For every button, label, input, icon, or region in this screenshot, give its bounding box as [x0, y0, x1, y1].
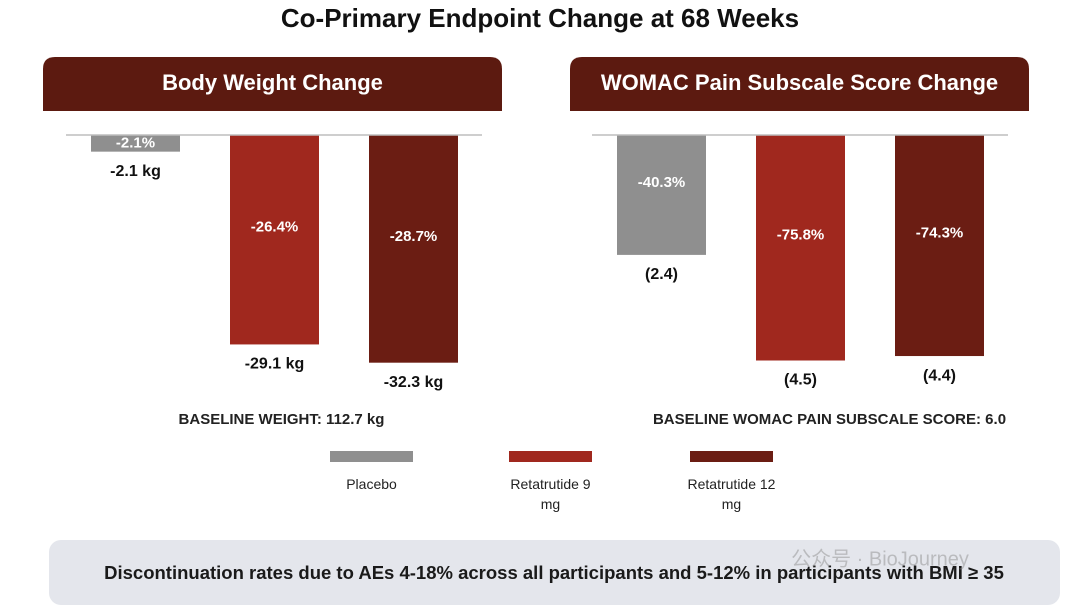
baseline-note: BASELINE WOMAC PAIN SUBSCALE SCORE: 6.0	[653, 411, 1006, 428]
value-label: -26.4%	[251, 219, 299, 236]
panel-header	[43, 57, 502, 111]
baseline-note: BASELINE WEIGHT: 112.7 kg	[179, 411, 385, 428]
panel-header	[570, 57, 1029, 111]
value-label: -74.3%	[916, 224, 964, 241]
secondary-label: -32.3 kg	[384, 374, 444, 391]
secondary-label: (4.5)	[784, 372, 817, 389]
value-label: -40.3%	[638, 174, 686, 191]
footer-box	[49, 540, 1060, 605]
bar	[617, 135, 706, 255]
legend-swatch	[509, 451, 592, 462]
value-label: -75.8%	[777, 227, 825, 244]
legend-label: Retatrutide 12 mg	[687, 476, 776, 512]
footer-text: Discontinuation rates due to AEs 4-18% a…	[104, 562, 1004, 583]
legend-label: Retatrutide 9 mg	[510, 476, 591, 512]
legend-swatch	[330, 451, 413, 462]
secondary-label: (4.4)	[923, 367, 956, 384]
page-title: Co-Primary Endpoint Change at 68 Weeks	[281, 3, 799, 33]
value-label: -2.1%	[116, 134, 155, 151]
secondary-label: -2.1 kg	[110, 163, 161, 180]
secondary-label: (2.4)	[645, 266, 678, 283]
legend-label: Placebo	[346, 476, 397, 492]
bar	[230, 135, 319, 345]
bar	[756, 135, 845, 361]
panel-title: Body Weight Change	[162, 70, 383, 95]
legend-swatch	[690, 451, 773, 462]
bar	[91, 135, 180, 152]
panel-title: WOMAC Pain Subscale Score Change	[601, 70, 998, 95]
bar	[369, 135, 458, 363]
bar	[895, 135, 984, 357]
value-label: -28.7%	[390, 228, 438, 245]
watermark: 公众号 · BioJourney	[791, 547, 969, 570]
secondary-label: -29.1 kg	[245, 356, 305, 373]
